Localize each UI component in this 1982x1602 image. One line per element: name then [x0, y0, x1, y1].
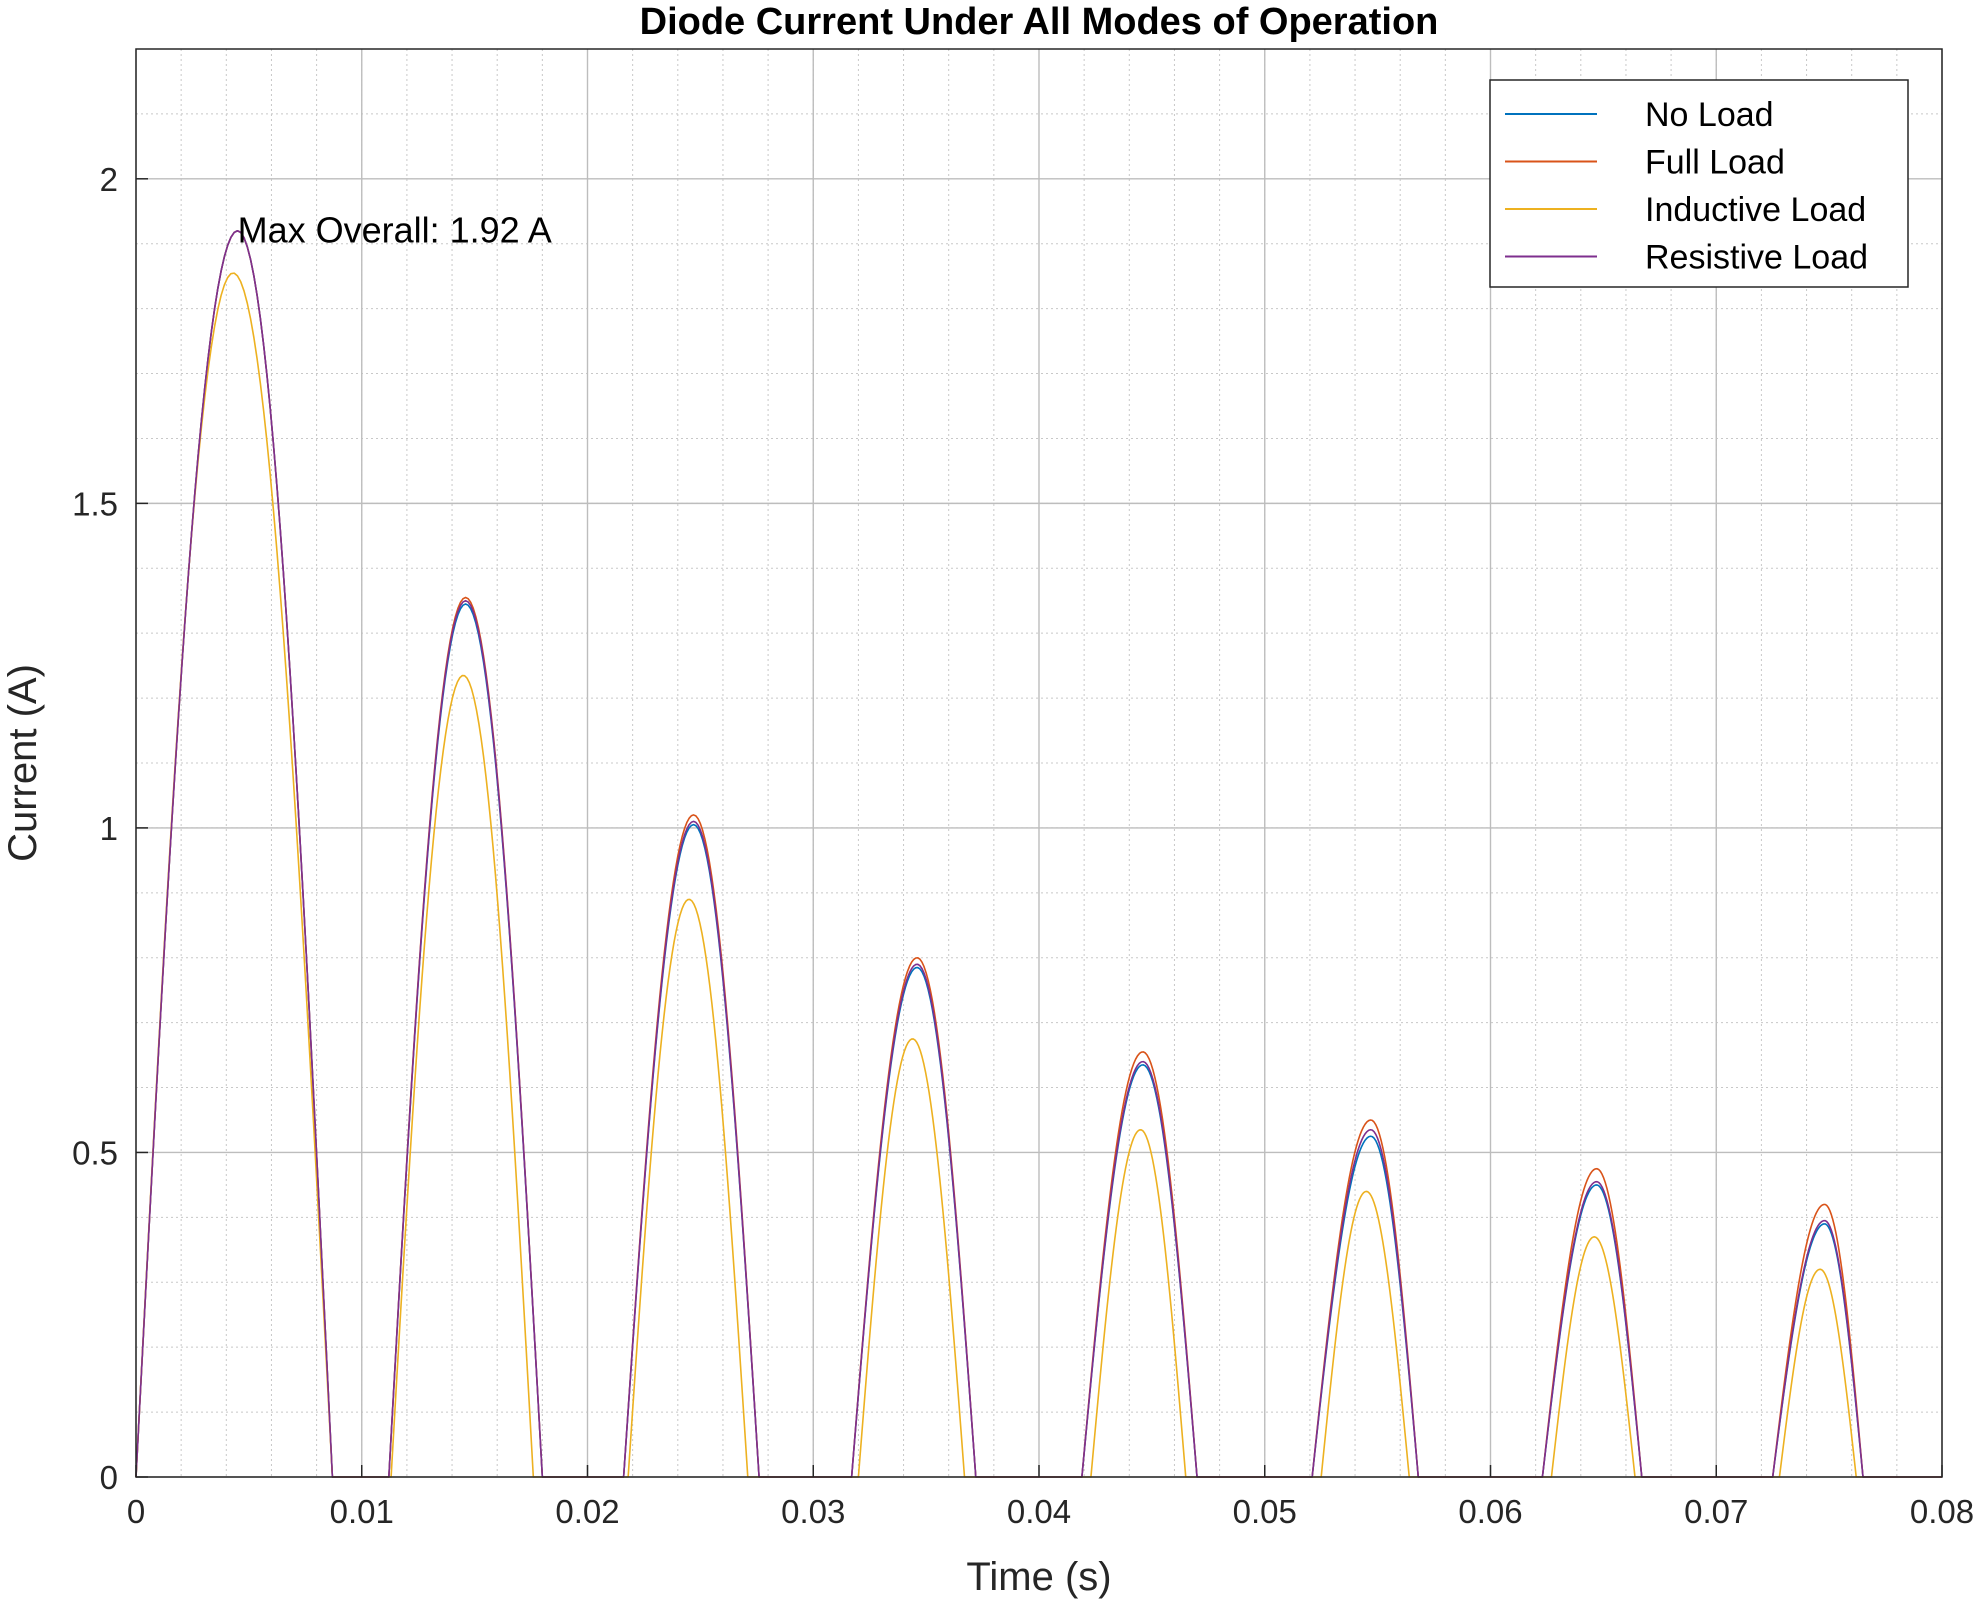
x-tick-label: 0.08 [1910, 1493, 1974, 1530]
x-tick-label: 0.04 [1007, 1493, 1071, 1530]
grid [135, 48, 1943, 1478]
y-tick-label: 1.5 [72, 485, 118, 522]
x-tick-label: 0.03 [781, 1493, 845, 1530]
x-tick-label: 0 [127, 1493, 145, 1530]
x-tick-label: 0.07 [1684, 1493, 1748, 1530]
legend-label: Full Load [1645, 144, 1785, 182]
legend-label: Resistive Load [1645, 239, 1868, 277]
x-tick-label: 0.06 [1458, 1493, 1522, 1530]
y-axis-label: Current (A) [1, 664, 45, 862]
y-tick-label: 0.5 [72, 1134, 118, 1171]
chart-title: Diode Current Under All Modes of Operati… [640, 1, 1439, 43]
y-tick-label: 0 [100, 1459, 118, 1496]
max-annotation: Max Overall: 1.92 A [238, 210, 552, 251]
x-tick-label: 0.01 [330, 1493, 394, 1530]
y-tick-label: 1 [100, 810, 118, 847]
x-tick-label: 0.02 [555, 1493, 619, 1530]
y-tick-label: 2 [100, 161, 118, 198]
x-axis-label: Time (s) [966, 1555, 1111, 1599]
legend: No Load Full Load Inductive Load Resistive … [1489, 79, 1909, 288]
legend-label: No Load [1645, 96, 1774, 134]
legend-label: Inductive Load [1645, 191, 1866, 229]
x-tick-label: 0.05 [1233, 1493, 1297, 1530]
ticks: 0 0.01 0.02 0.03 0.04 0.05 0.06 0.07 0.08 0 0.5 1 1.… [72, 161, 1974, 1530]
